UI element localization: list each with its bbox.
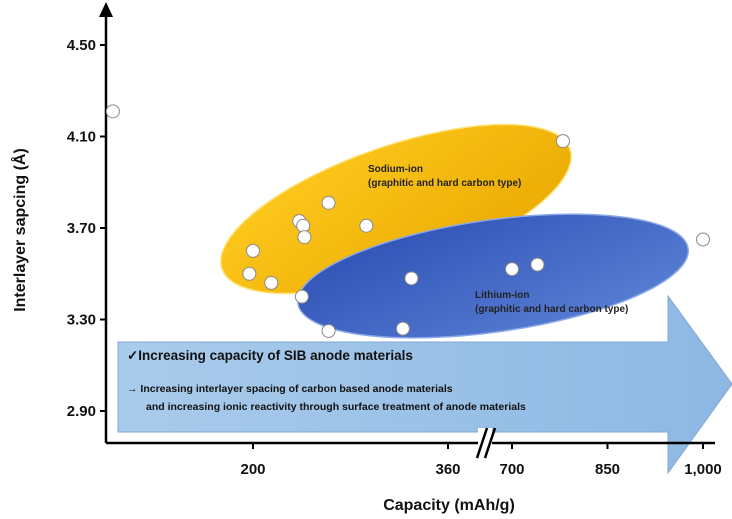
y-tick-label: 4.10 <box>67 129 96 146</box>
data-point <box>505 262 519 277</box>
data-point <box>696 232 710 247</box>
y-axis-title: Interlayer sapcing (Å) <box>10 148 29 312</box>
data-point <box>105 104 120 119</box>
data-point <box>555 134 570 149</box>
x-tick-label: 700 <box>499 461 524 478</box>
y-tick-label: 3.30 <box>67 312 96 329</box>
x-tick-label: 360 <box>435 461 460 478</box>
x-tick-label: 200 <box>240 461 265 478</box>
data-points <box>105 104 710 338</box>
lithium-label-line1: Lithium-ion <box>475 290 529 301</box>
data-point <box>296 218 311 233</box>
lithium-region <box>297 213 689 339</box>
sodium-label-line1: Sodium-ion <box>368 164 423 175</box>
y-tick-label: 4.50 <box>67 37 96 54</box>
data-point <box>395 321 410 336</box>
axis-break <box>475 427 497 459</box>
data-point <box>297 230 312 245</box>
data-point <box>404 271 419 286</box>
data-point <box>294 289 309 304</box>
x-axis-title: Capacity (mAh/g) <box>383 497 515 514</box>
data-point <box>530 257 545 272</box>
data-point <box>242 266 257 281</box>
x-tick-label: 850 <box>595 461 620 478</box>
lithium-label-line2: (graphitic and hard carbon type) <box>475 304 628 315</box>
data-point <box>246 243 260 258</box>
arrow-line2: and increasing ionic reactivity through … <box>146 401 526 413</box>
data-point <box>359 218 374 233</box>
arrow-title: ✓Increasing capacity of SIB anode materi… <box>127 348 413 363</box>
y-tick-label: 2.90 <box>67 403 96 420</box>
arrow-line1: → Increasing interlayer spacing of carbo… <box>127 383 453 395</box>
axis-ticks: 2.90 3.30 3.70 4.10 4.50 200 360 700 850 1,000 <box>67 37 722 478</box>
sodium-label-line2: (graphitic and hard carbon type) <box>368 178 521 189</box>
x-tick-label: 1,000 <box>684 461 722 478</box>
y-tick-label: 3.70 <box>67 220 96 237</box>
data-point <box>321 195 336 210</box>
data-point <box>264 275 279 290</box>
capacity-trend-arrow <box>117 294 732 475</box>
data-point <box>321 323 336 338</box>
